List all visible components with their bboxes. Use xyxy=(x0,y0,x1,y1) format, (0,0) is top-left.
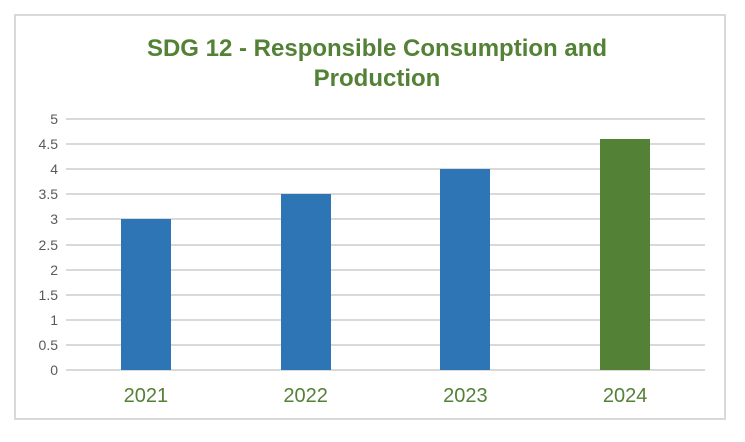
gridline xyxy=(66,268,705,271)
bar-2021 xyxy=(120,219,171,370)
gridline xyxy=(66,293,705,296)
x-tick-label-2023: 2023 xyxy=(443,385,488,407)
chart-title: SDG 12 - Responsible Consumption and Pro… xyxy=(30,34,724,94)
gridline xyxy=(66,168,705,171)
y-tick-label: 3 xyxy=(50,211,58,228)
y-tick-label: 5 xyxy=(50,111,58,127)
y-tick-label: 2.5 xyxy=(38,236,58,253)
chart-frame: SDG 12 - Responsible Consumption and Pro… xyxy=(14,14,726,420)
bar-2024 xyxy=(600,139,651,370)
y-tick-label: 2 xyxy=(50,261,58,278)
x-axis-baseline xyxy=(66,369,705,371)
x-tick-label-2021: 2021 xyxy=(123,385,169,407)
y-tick-label: 0 xyxy=(50,362,58,378)
x-axis: 2021 2022 2023 2024 xyxy=(66,384,705,408)
y-tick-label: 1 xyxy=(50,311,58,328)
plot-area xyxy=(66,118,705,371)
y-tick-label: 4 xyxy=(50,161,58,178)
y-tick-label: 3.5 xyxy=(38,186,58,203)
x-tick-label-2024: 2024 xyxy=(602,385,648,407)
gridline xyxy=(66,118,705,120)
chart-title-text: SDG 12 - Responsible Consumption and Pro… xyxy=(146,35,608,92)
gridline xyxy=(66,243,705,246)
y-tick-label: 0.5 xyxy=(38,336,58,353)
bar-2023 xyxy=(440,169,491,370)
bar-2022 xyxy=(280,194,331,370)
gridline xyxy=(66,218,705,221)
x-tick-label-2022: 2022 xyxy=(283,385,328,407)
gridline xyxy=(66,318,705,321)
y-axis: 0 0.5 1 1.5 2 2.5 3 3.5 4 4.5 5 xyxy=(16,111,58,378)
y-tick-label: 4.5 xyxy=(38,136,58,153)
y-tick-label: 1.5 xyxy=(38,286,58,303)
gridline xyxy=(66,193,705,196)
gridline xyxy=(66,143,705,146)
gridline xyxy=(66,343,705,346)
